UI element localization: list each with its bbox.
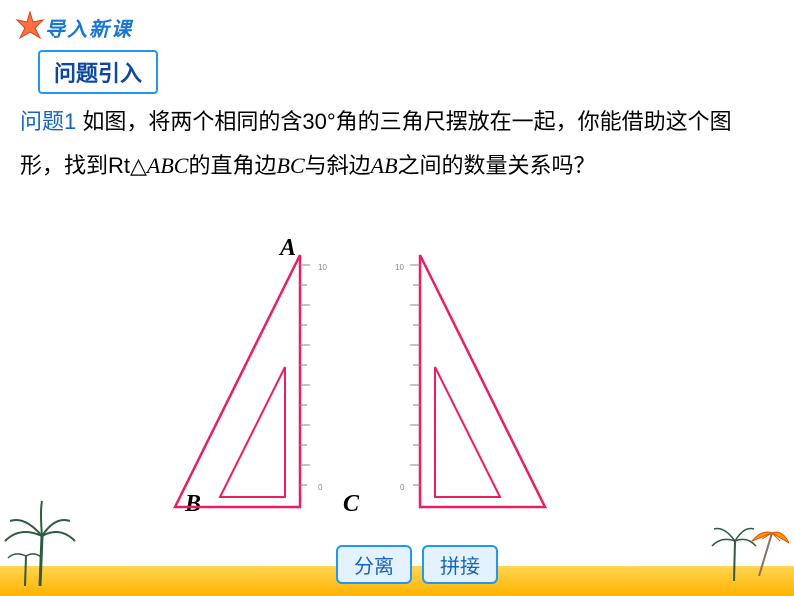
abc-label: ABC (147, 153, 189, 178)
palm-tree-left-icon (0, 486, 80, 586)
header: 导入新课 (15, 10, 133, 45)
question-text-2: 的直角边 (188, 153, 276, 178)
umbrella-icon (744, 521, 789, 576)
intro-label: 问题引入 (54, 61, 142, 86)
ab-label: AB (371, 153, 398, 178)
svg-text:0: 0 (318, 483, 323, 492)
starfish-icon (15, 10, 45, 45)
question-content: 问题1 如图，将两个相同的含30°角的三角尺摆放在一起，你能借助这个图形，找到R… (20, 100, 774, 188)
svg-text:10: 10 (318, 263, 327, 272)
bc-label: BC (277, 153, 305, 178)
join-button[interactable]: 拼接 (422, 545, 498, 584)
diagram: A B C 10 0 (0, 235, 794, 525)
separate-button[interactable]: 分离 (336, 545, 412, 584)
question-text-3: 与斜边 (305, 153, 371, 178)
svg-text:0: 0 (400, 483, 405, 492)
button-group: 分离 拼接 (336, 545, 498, 584)
question-text-4: 之间的数量关系吗？ (398, 153, 596, 178)
svg-text:10: 10 (395, 263, 404, 272)
header-title: 导入新课 (45, 13, 133, 42)
triangle-left: 10 0 10 0 (0, 235, 794, 525)
question-number: 问题1 (20, 109, 76, 134)
intro-box: 问题引入 (38, 50, 158, 94)
